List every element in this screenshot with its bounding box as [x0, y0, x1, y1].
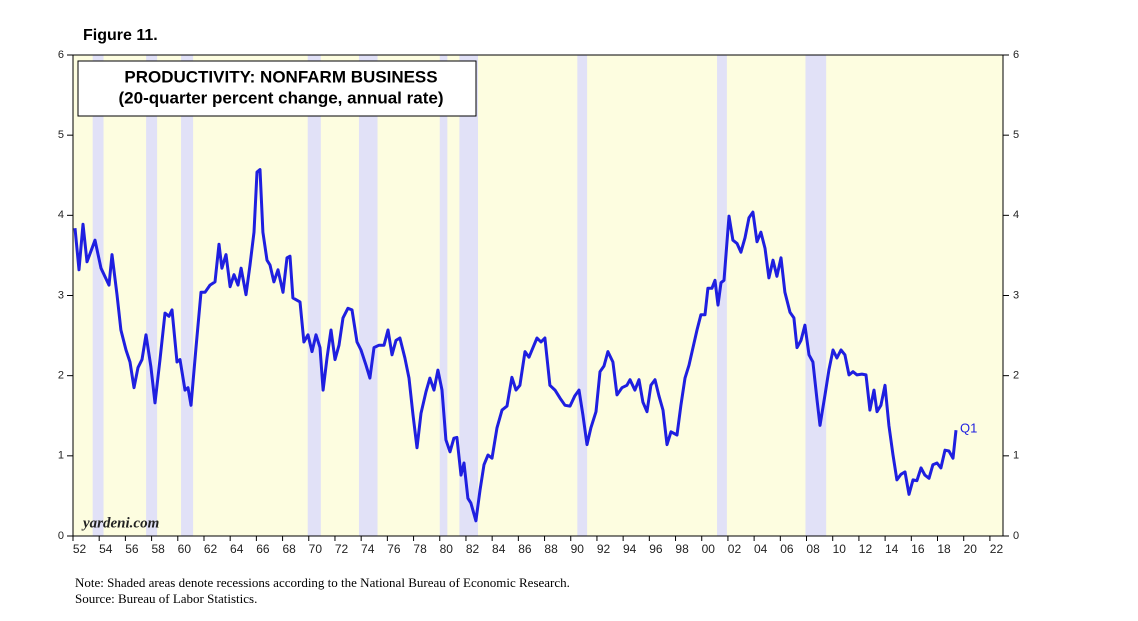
x-tick-label: 00 [702, 542, 716, 556]
data-line [73, 168, 958, 523]
x-tick-label: 52 [73, 542, 87, 556]
chart-subtitle: (20-quarter percent change, annual rate) [119, 88, 444, 107]
recession-band [307, 55, 321, 536]
x-tick-label: 90 [571, 542, 585, 556]
note: Note: Shaded areas denote recessions acc… [75, 575, 570, 590]
recession-band [439, 55, 448, 536]
y2-tick-label: 5 [1013, 129, 1019, 141]
x-tick-label: 74 [361, 542, 375, 556]
x-tick-label: 66 [256, 542, 270, 556]
recession-band [358, 55, 378, 536]
x-tick-label: 14 [885, 542, 899, 556]
y-tick-label: 6 [58, 49, 64, 61]
x-tick-label: 68 [282, 542, 296, 556]
x-tick-label: 88 [544, 542, 558, 556]
x-tick-label: 08 [806, 542, 820, 556]
recession-band [459, 55, 479, 536]
x-tick-label: 92 [597, 542, 611, 556]
x-tick-label: 70 [309, 542, 323, 556]
y-tick-label: 5 [58, 129, 64, 141]
x-tick-label: 58 [151, 542, 165, 556]
figure-label: Figure 11. [83, 27, 158, 44]
x-tick-label: 96 [649, 542, 663, 556]
y-tick-label: 3 [58, 289, 64, 301]
x-tick-label: 02 [728, 542, 742, 556]
x-tick-label: 56 [125, 542, 139, 556]
y2-tick-label: 3 [1013, 289, 1019, 301]
title-box [77, 60, 477, 117]
y2-tick-label: 0 [1013, 530, 1019, 542]
x-tick-label: 20 [964, 542, 978, 556]
recession-band [181, 55, 194, 536]
x-tick-label: 10 [833, 542, 847, 556]
chart-title: PRODUCTIVITY: NONFARM BUSINESS [124, 67, 437, 86]
x-tick-label: 78 [413, 542, 427, 556]
x-tick-label: 72 [335, 542, 349, 556]
x-tick-label: 22 [990, 542, 1004, 556]
x-tick-label: 86 [518, 542, 532, 556]
x-tick-label: 76 [387, 542, 401, 556]
x-tick-label: 18 [937, 542, 951, 556]
plot-background [73, 55, 1003, 536]
x-tick-label: 60 [178, 542, 192, 556]
y2-tick-label: 1 [1013, 450, 1019, 462]
y-tick-label: 1 [58, 450, 64, 462]
note: Source: Bureau of Labor Statistics. [75, 591, 257, 606]
x-tick-label: 12 [859, 542, 873, 556]
y2-tick-label: 2 [1013, 370, 1019, 382]
x-tick-label: 54 [99, 542, 113, 556]
recession-band [146, 55, 158, 536]
recession-band [92, 55, 104, 536]
x-tick-label: 04 [754, 542, 768, 556]
y2-tick-label: 6 [1013, 49, 1019, 61]
y2-tick-label: 4 [1013, 209, 1019, 221]
recession-band [717, 55, 727, 536]
x-tick-label: 62 [204, 542, 218, 556]
x-tick-label: 06 [780, 542, 794, 556]
x-tick-label: 84 [492, 542, 506, 556]
recession-band [805, 55, 827, 536]
watermark: yardeni.com [81, 515, 159, 531]
x-tick-label: 64 [230, 542, 244, 556]
x-tick-label: 82 [466, 542, 480, 556]
x-tick-label: 80 [440, 542, 454, 556]
annotation: Q1 [960, 421, 977, 436]
x-tick-label: 98 [675, 542, 689, 556]
recession-band [577, 55, 588, 536]
y-tick-label: 4 [58, 209, 64, 221]
x-tick-label: 94 [623, 542, 637, 556]
x-tick-label: 16 [911, 542, 925, 556]
y-tick-label: 2 [58, 370, 64, 382]
y-tick-label: 0 [58, 530, 64, 542]
